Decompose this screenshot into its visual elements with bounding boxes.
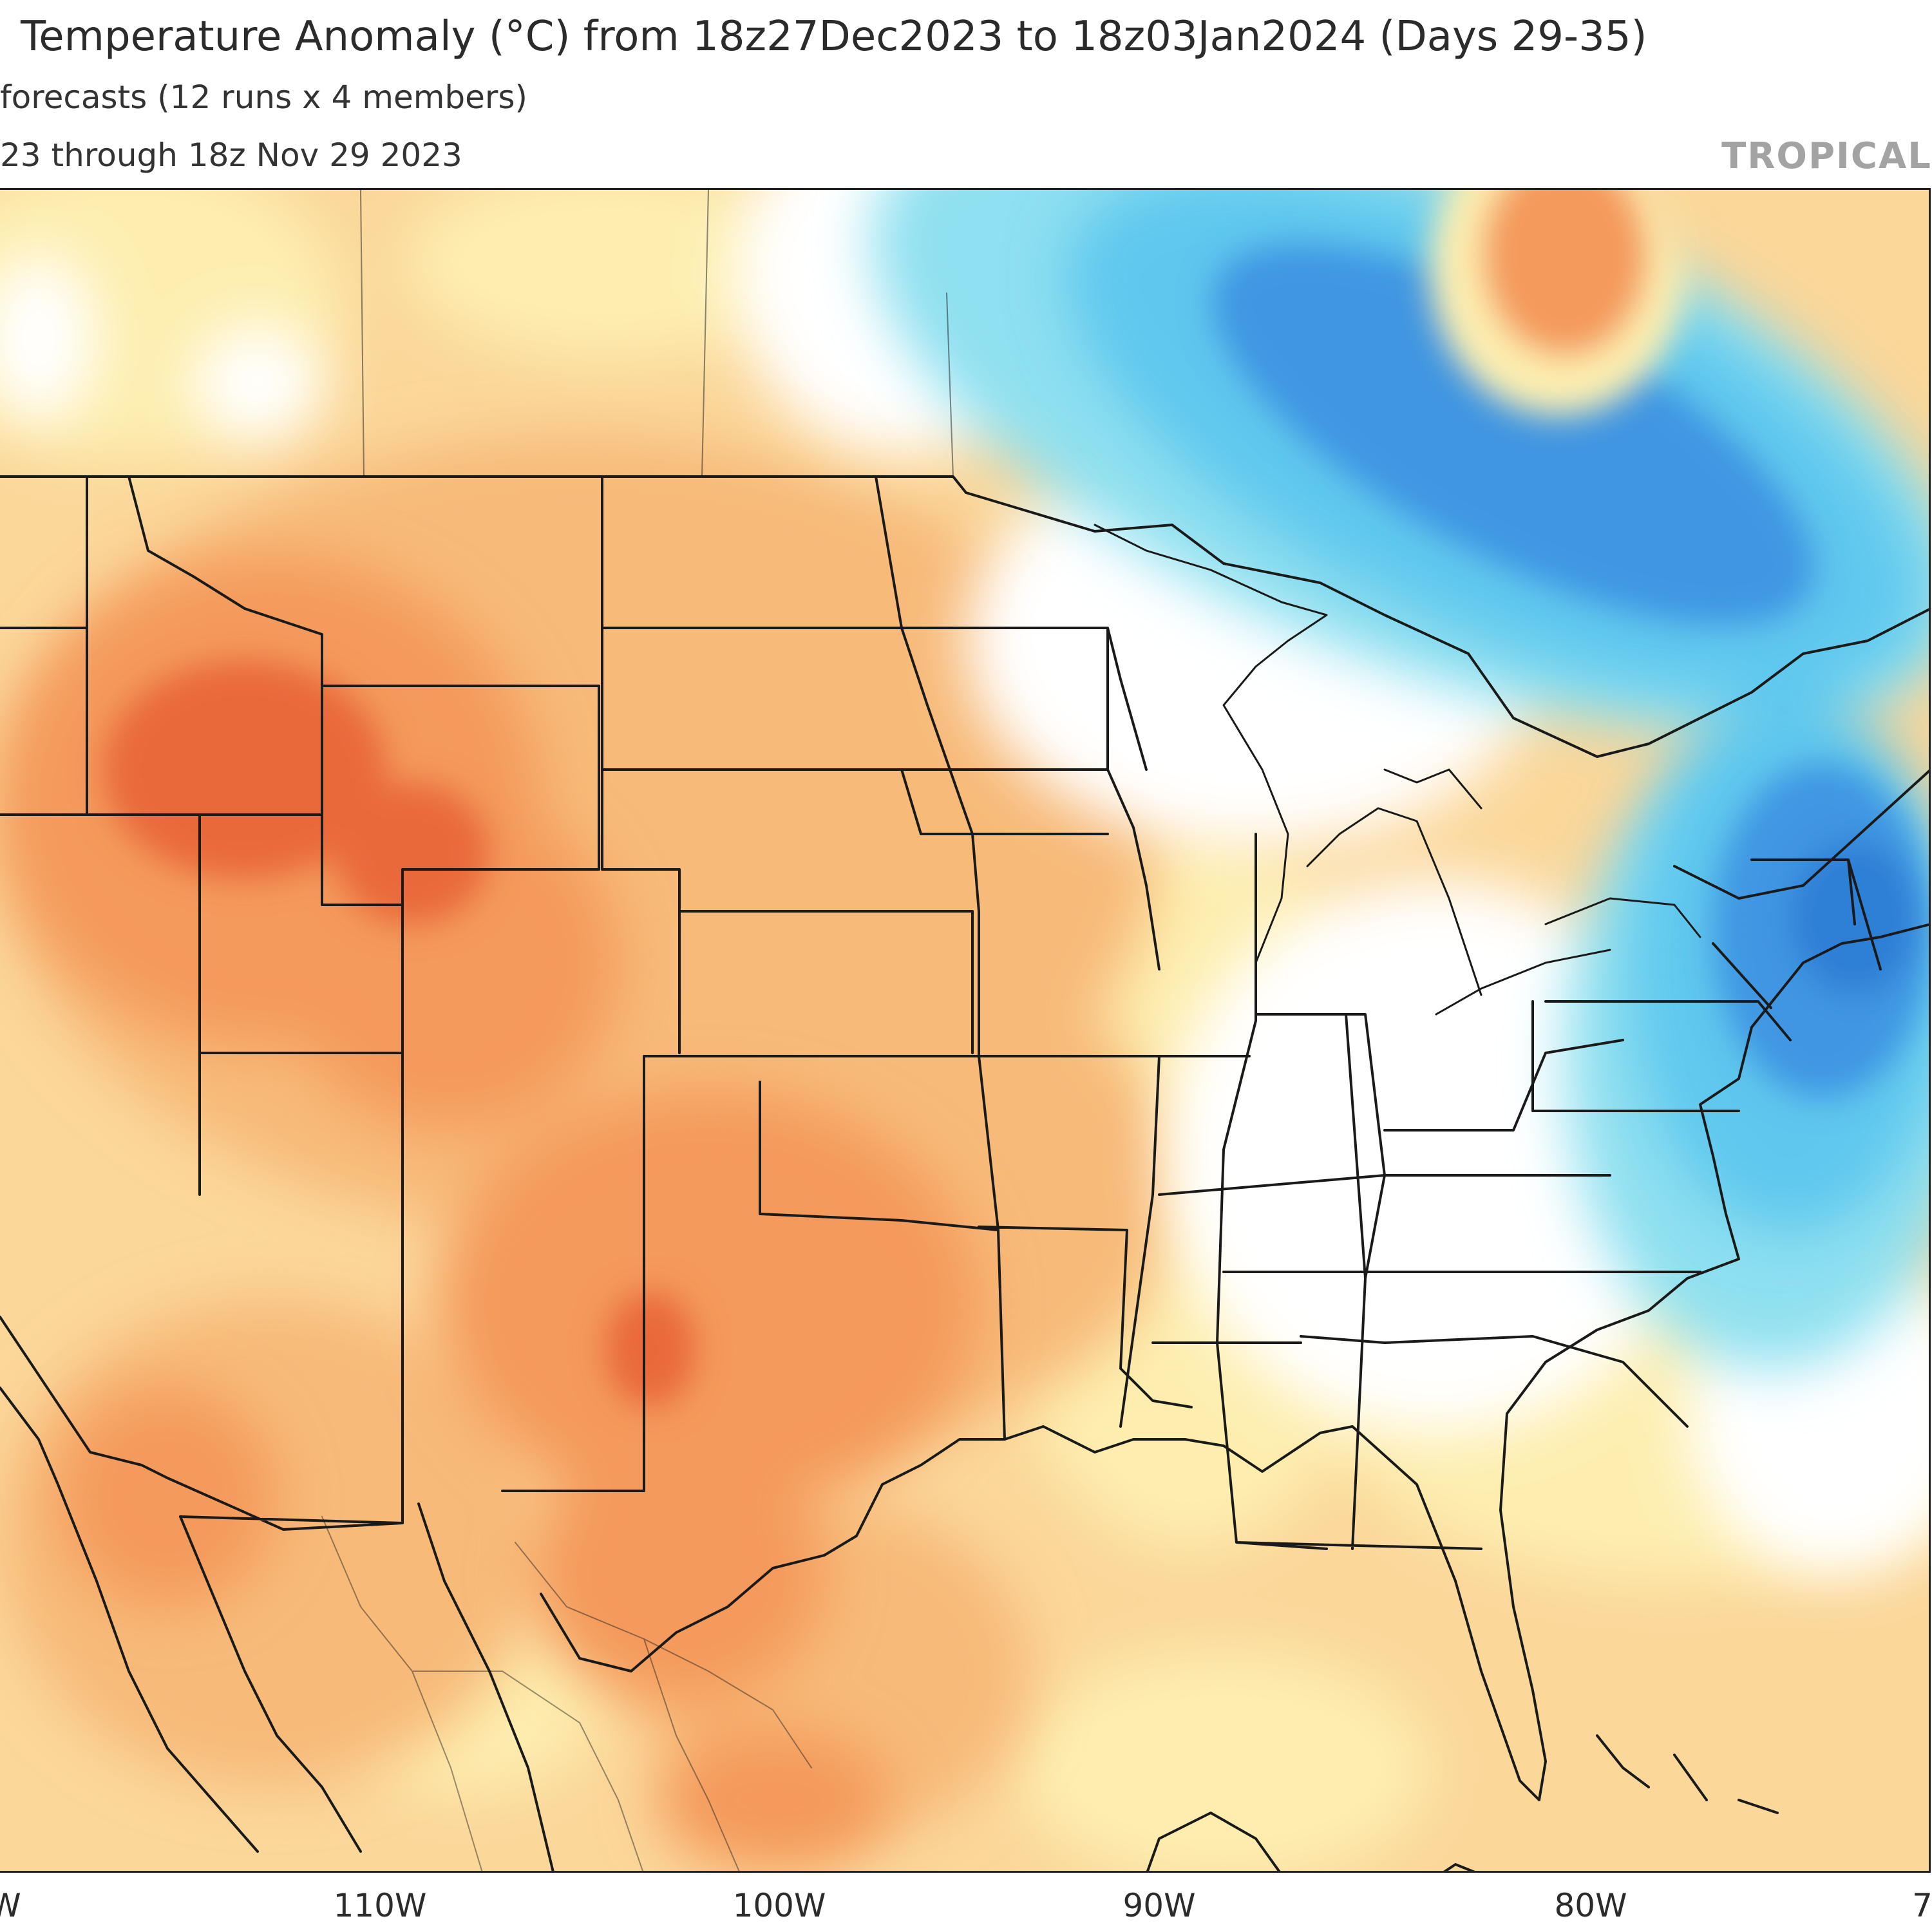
anomaly-region [406,190,818,357]
anomaly-region [0,254,97,422]
lon-label: 90W [1122,1887,1196,1924]
anomaly-region [1212,243,1815,626]
lon-label: 110W [333,1887,427,1924]
lon-label: 7 [1912,1887,1932,1924]
state-lines [0,475,1882,1550]
anomaly-region [605,1291,696,1407]
anomaly-region [103,660,386,879]
anomaly-map [0,188,1931,1873]
anomaly-map-svg [0,190,1929,1871]
anomaly-region [657,1729,889,1871]
anomaly-region [1481,190,1649,357]
brand-watermark: TROPICAL [1721,135,1932,177]
coastline [0,770,1929,1871]
province-line [360,190,954,477]
anomaly-region [58,1388,277,1607]
anomaly-region [335,782,489,924]
boundary-lines [0,190,1929,1871]
anomaly-region [193,325,322,441]
us-canada-border [0,475,1929,758]
lon-label: 100W [732,1887,826,1924]
great-lakes [1094,524,1701,1016]
init-date-range: 23 through 18z Nov 29 2023 [0,137,462,174]
lon-label: 80W [1554,1887,1627,1924]
anomaly-region [528,1446,824,1703]
map-subtitle: forecasts (12 runs x 4 members) [0,79,528,116]
lon-label: W [0,1887,21,1924]
anomaly-region [438,1092,979,1517]
anomaly-region [1018,1652,1430,1871]
mexico-state-lines [321,1516,812,1871]
map-title: Temperature Anomaly (°C) from 18z27Dec20… [21,13,1647,61]
